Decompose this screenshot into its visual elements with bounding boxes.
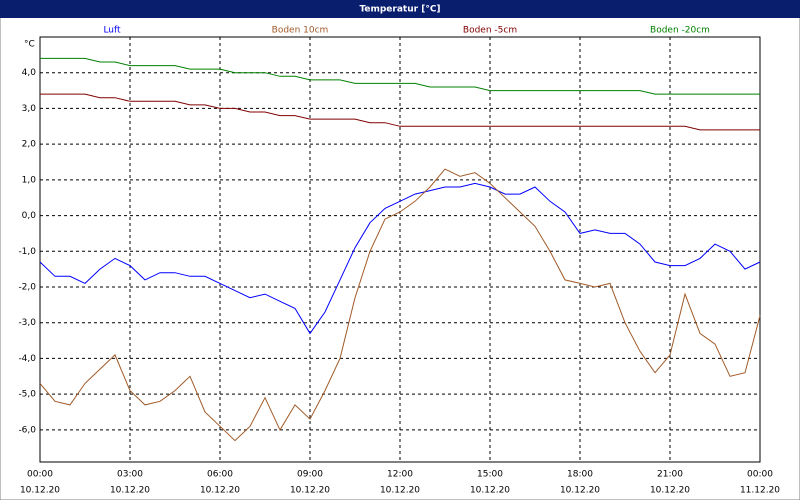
y-tick-label: -3,0 bbox=[18, 318, 36, 328]
x-tick-label: 00:00 bbox=[27, 470, 53, 480]
line bbox=[40, 93, 760, 131]
x-tick-label: 03:00 bbox=[117, 470, 143, 480]
legend-label: Boden 10cm bbox=[272, 26, 329, 36]
x-tick-date: 10.12.20 bbox=[560, 486, 600, 496]
y-tick-label: 2,0 bbox=[22, 140, 37, 150]
y-tick-label: -4,0 bbox=[18, 354, 36, 364]
x-tick-label: 18:00 bbox=[567, 470, 593, 480]
x-tick-date: 11.12.20 bbox=[740, 486, 780, 496]
legend-label: Boden -5cm bbox=[463, 26, 517, 36]
x-tick-date: 10.12.20 bbox=[200, 486, 240, 496]
x-tick-label: 06:00 bbox=[207, 470, 233, 480]
y-tick-label: 1,0 bbox=[22, 175, 37, 185]
y-tick-label: 3,0 bbox=[22, 104, 37, 114]
x-tick-label: 12:00 bbox=[387, 470, 413, 480]
x-tick-label: 21:00 bbox=[657, 470, 683, 480]
y-tick-label: -2,0 bbox=[18, 283, 36, 293]
x-tick-date: 10.12.20 bbox=[470, 486, 510, 496]
x-tick-date: 10.12.20 bbox=[650, 486, 690, 496]
legend-label: Luft bbox=[103, 26, 121, 36]
line bbox=[39, 168, 761, 442]
x-tick-label: 09:00 bbox=[297, 470, 323, 480]
chart-title: Temperatur [°C] bbox=[359, 5, 440, 15]
legend-label: Boden -20cm bbox=[650, 26, 710, 36]
line bbox=[39, 182, 761, 335]
y-tick-label: 4,0 bbox=[22, 68, 37, 78]
y-tick-label: -5,0 bbox=[18, 390, 36, 400]
x-tick-date: 10.12.20 bbox=[110, 486, 150, 496]
y-tick-label: 0,0 bbox=[22, 211, 37, 221]
y-tick-label: -1,0 bbox=[18, 247, 36, 257]
x-tick-date: 10.12.20 bbox=[290, 486, 330, 496]
title-bar bbox=[0, 0, 800, 18]
y-tick-label: -6,0 bbox=[18, 425, 36, 435]
x-tick-date: 10.12.20 bbox=[20, 486, 60, 496]
x-tick-label: 15:00 bbox=[477, 470, 503, 480]
y-axis-label: °C bbox=[24, 40, 35, 50]
line bbox=[40, 57, 760, 95]
x-tick-label: 00:00 bbox=[747, 470, 773, 480]
x-tick-date: 10.12.20 bbox=[380, 486, 420, 496]
